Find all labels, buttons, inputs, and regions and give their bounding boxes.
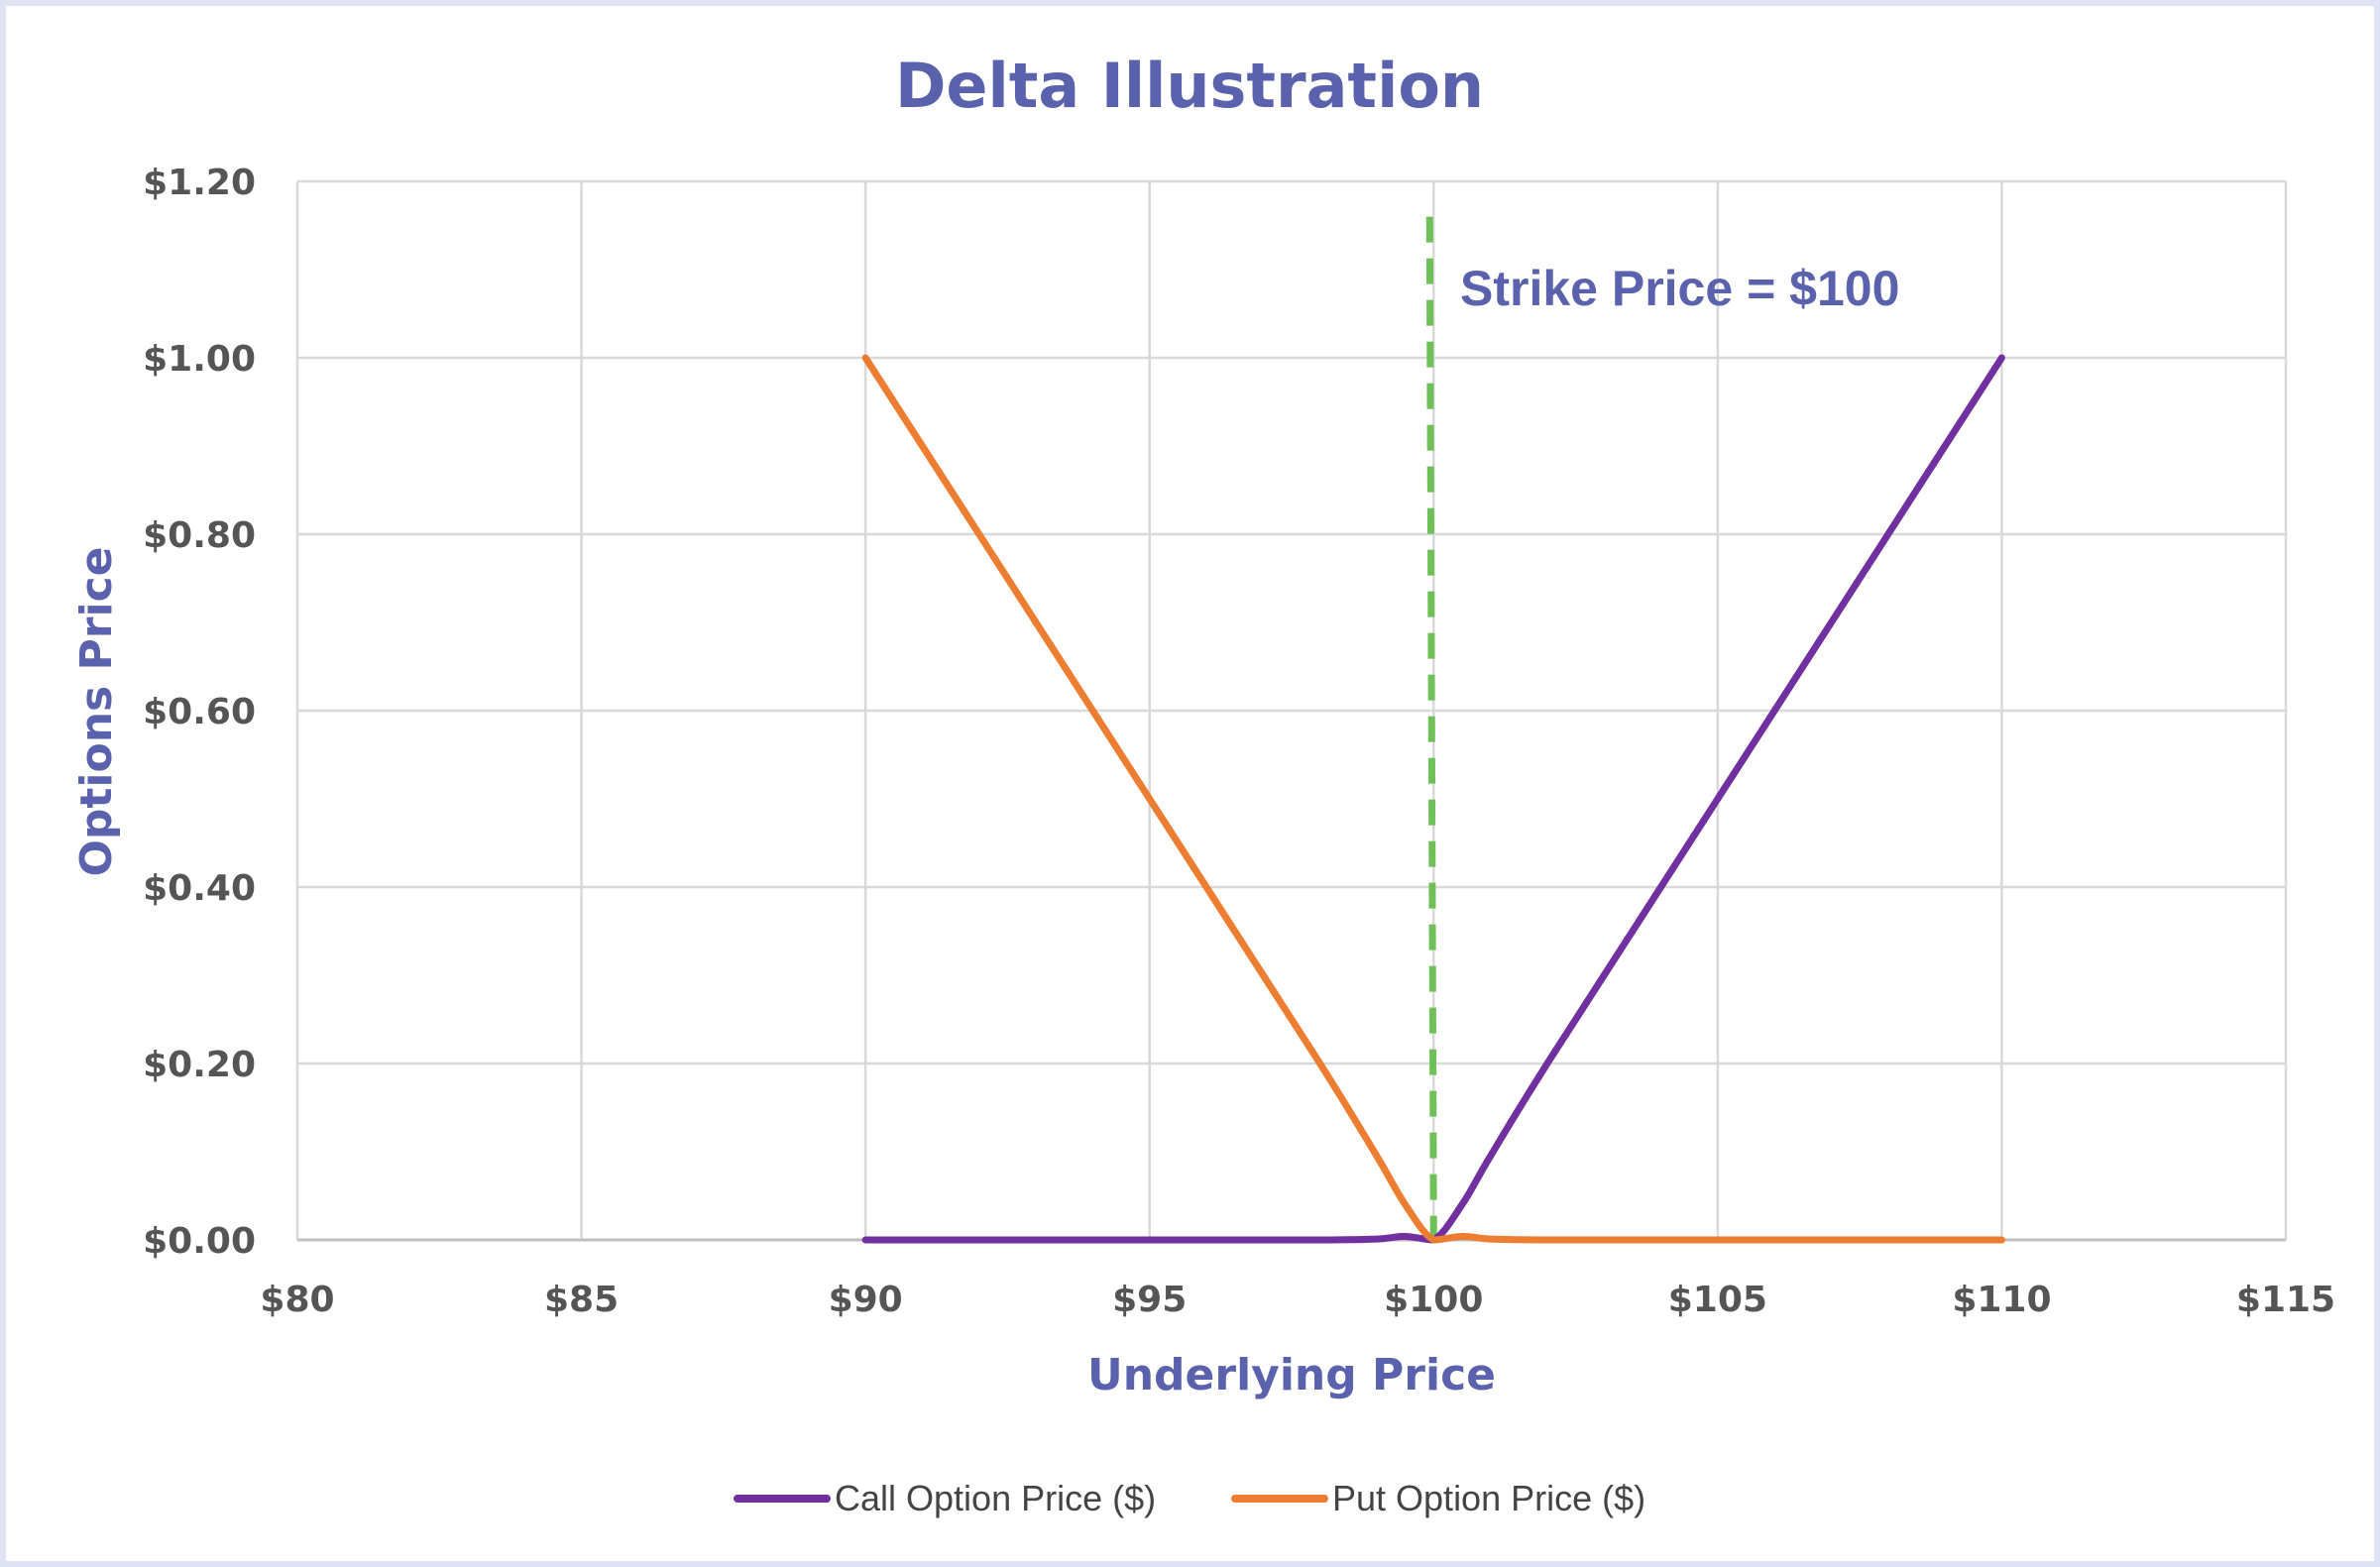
series-lines bbox=[861, 354, 2005, 1244]
y-tick-label: $0.20 bbox=[143, 1045, 256, 1085]
y-tick-label: $0.80 bbox=[143, 515, 256, 556]
x-axis-ticks: $80 $85 $90 $95 $100 $105 $110 $115 bbox=[260, 1280, 2335, 1320]
strike-dashed-line bbox=[1425, 216, 1437, 1241]
y-tick-label: $1.00 bbox=[143, 339, 256, 380]
y-tick-label: $1.20 bbox=[143, 163, 256, 203]
y-axis-ticks: $0.00 $0.20 $0.40 $0.60 $0.80 $1.00 $1.20 bbox=[143, 163, 256, 1262]
legend: Call Option Price ($) Put Option Price (… bbox=[734, 1478, 1645, 1518]
x-tick-label: $80 bbox=[260, 1280, 334, 1320]
x-tick-label: $110 bbox=[1952, 1280, 2051, 1320]
series-line-call bbox=[861, 354, 2005, 1244]
x-tick-label: $95 bbox=[1112, 1280, 1187, 1320]
x-tick-label: $105 bbox=[1668, 1280, 1767, 1320]
legend-label-call: Call Option Price ($) bbox=[835, 1478, 1156, 1518]
strike-price-label: Strike Price = $100 bbox=[1460, 261, 1899, 316]
x-tick-label: $85 bbox=[544, 1280, 619, 1320]
x-axis-title: Underlying Price bbox=[1087, 1350, 1496, 1400]
chart-title: Delta Illustration bbox=[895, 50, 1484, 122]
legend-label-put: Put Option Price ($) bbox=[1332, 1478, 1645, 1518]
gridlines bbox=[295, 179, 2288, 1242]
strike-price-line bbox=[1425, 216, 1437, 1241]
x-tick-label: $115 bbox=[2236, 1280, 2335, 1320]
x-tick-label: $100 bbox=[1384, 1280, 1483, 1320]
y-tick-label: $0.40 bbox=[143, 868, 256, 909]
y-tick-label: $0.60 bbox=[143, 692, 256, 732]
series-line-put bbox=[861, 354, 2005, 1244]
y-axis-title: Options Price bbox=[71, 546, 122, 876]
y-tick-label: $0.00 bbox=[143, 1221, 256, 1262]
x-tick-label: $90 bbox=[829, 1280, 903, 1320]
